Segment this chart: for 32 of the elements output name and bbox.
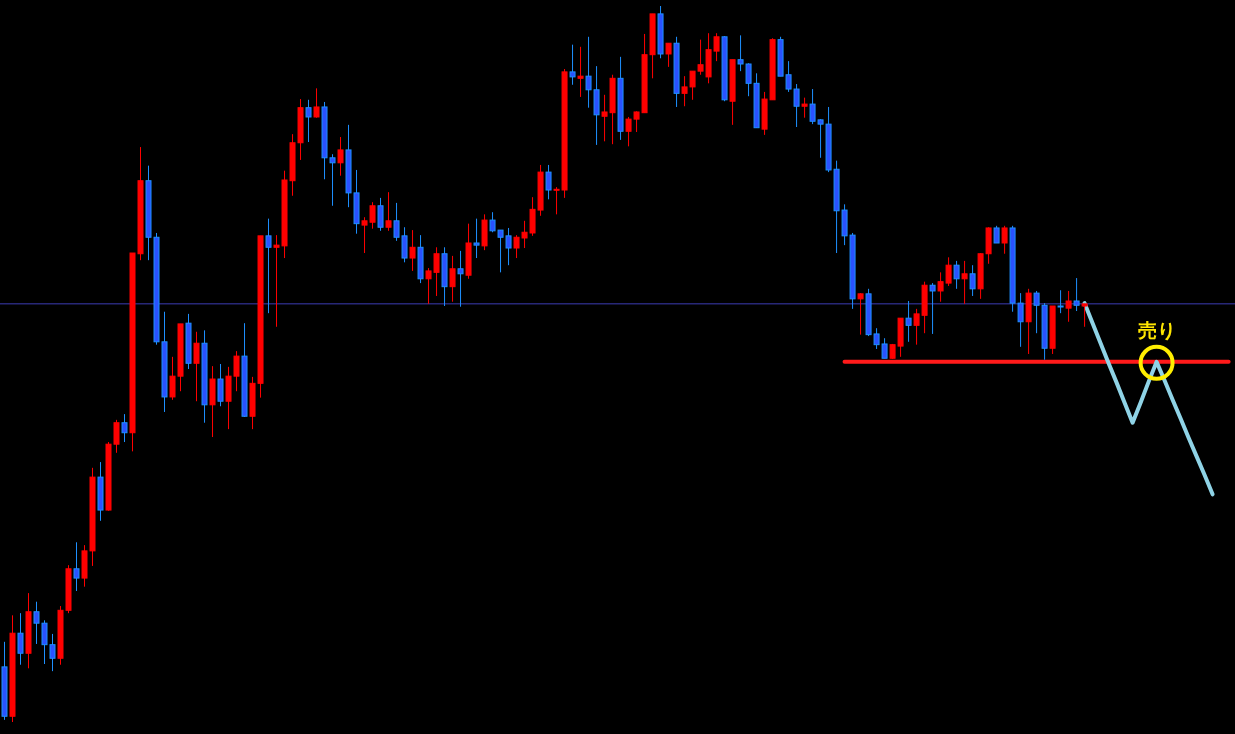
candlestick <box>905 300 912 343</box>
candlestick <box>1001 225 1008 255</box>
candlestick <box>193 331 200 402</box>
candlestick <box>457 250 464 308</box>
candlestick <box>929 282 936 335</box>
candlestick <box>449 255 456 303</box>
annotation: 売り <box>1137 318 1176 341</box>
candlestick <box>265 218 272 314</box>
candlestick <box>217 363 224 407</box>
candlestick <box>569 44 576 86</box>
candlestick <box>1081 303 1088 328</box>
candlestick <box>73 541 80 592</box>
candlestick <box>313 87 320 119</box>
candlestick <box>953 260 960 290</box>
candlestick <box>473 218 480 259</box>
candlestick <box>961 260 968 305</box>
candlestick <box>969 264 976 297</box>
candlestick <box>121 413 128 443</box>
candlestick <box>577 46 584 98</box>
candlestick <box>1057 289 1064 314</box>
candlestick <box>305 99 312 143</box>
candlestick <box>545 164 552 200</box>
candlestick <box>1065 290 1072 323</box>
candlestick <box>665 42 672 68</box>
candlestick <box>801 97 808 119</box>
candlestick <box>337 136 344 177</box>
candlestick <box>385 191 392 232</box>
candlestick <box>857 292 864 336</box>
candlestick <box>17 612 24 666</box>
candlestick <box>1073 277 1080 312</box>
candlestick <box>377 197 384 232</box>
candlestick <box>409 229 416 272</box>
